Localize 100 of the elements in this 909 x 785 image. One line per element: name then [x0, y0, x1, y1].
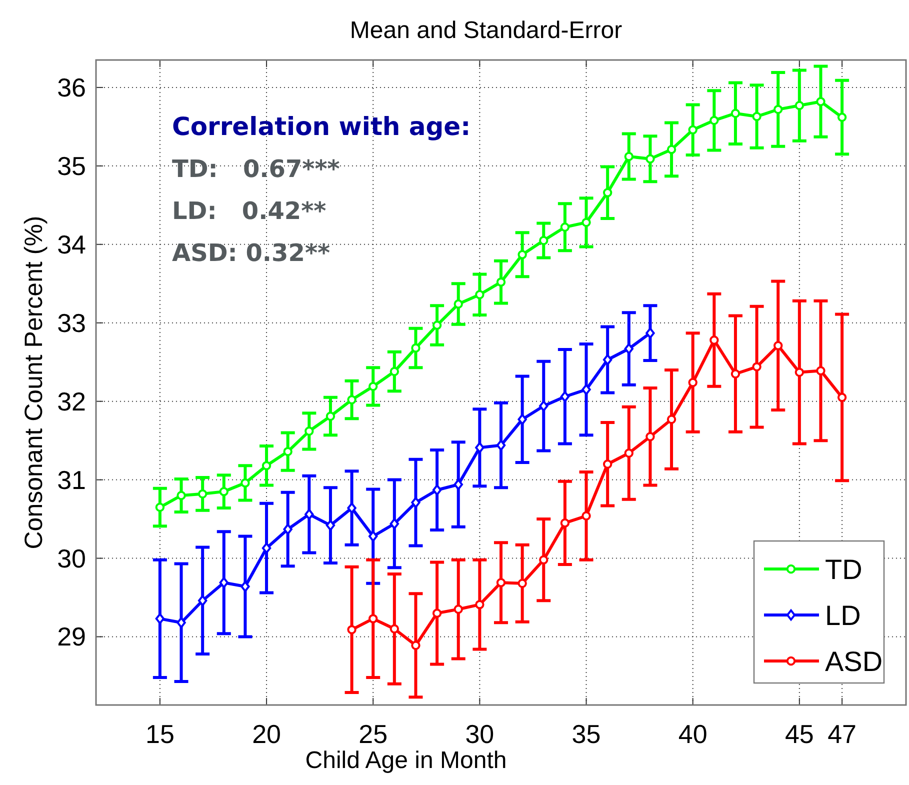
point [390, 518, 400, 530]
point [624, 448, 634, 458]
point [710, 116, 719, 126]
y-tick-label: 34 [57, 229, 86, 260]
point [602, 354, 612, 366]
point [837, 392, 847, 402]
point [155, 613, 165, 624]
x-tick-label: 25 [358, 719, 388, 749]
point [752, 362, 762, 372]
point [219, 576, 228, 588]
point [602, 460, 612, 469]
point [283, 446, 292, 456]
point [432, 484, 442, 496]
x-tick-label: 20 [252, 719, 281, 749]
point [454, 299, 463, 309]
point [411, 496, 420, 508]
point [816, 96, 826, 106]
point [411, 343, 420, 353]
point [390, 624, 400, 634]
point [240, 478, 250, 488]
point [496, 277, 506, 287]
point [518, 414, 527, 425]
x-tick-label: 15 [145, 719, 174, 749]
point [176, 490, 186, 500]
x-tick-label: 40 [678, 719, 708, 749]
point [475, 290, 484, 300]
y-tick-label: 32 [57, 386, 86, 416]
point [262, 461, 272, 470]
annotation: LD: 0.42** [172, 197, 327, 225]
point [176, 617, 186, 628]
point [560, 391, 570, 402]
point [368, 382, 378, 392]
y-axis-title: Consonant Count Percent (%) [20, 216, 48, 550]
point [454, 478, 463, 490]
point [347, 395, 356, 404]
point [539, 555, 548, 564]
annotation: TD: 0.67*** [172, 155, 340, 183]
point [347, 502, 356, 514]
point [475, 442, 484, 454]
y-tick-label: 30 [57, 543, 86, 574]
point [688, 378, 698, 388]
point [368, 614, 378, 624]
point [794, 100, 804, 110]
point [198, 489, 208, 499]
legend-label: ASD [825, 646, 883, 677]
point [646, 432, 655, 442]
point [666, 414, 676, 424]
x-tick-label: 47 [828, 719, 857, 749]
point [666, 144, 676, 154]
point [752, 112, 762, 122]
x-tick-label: 35 [572, 719, 601, 749]
point [496, 440, 506, 451]
point [432, 320, 442, 330]
y-tick-label: 35 [57, 150, 86, 181]
annotation: Correlation with age: [172, 112, 471, 141]
point [816, 366, 826, 376]
annotation: ASD: 0.32** [172, 239, 330, 267]
point [390, 366, 400, 376]
point [475, 600, 484, 610]
point [774, 341, 783, 350]
point [837, 112, 847, 122]
point [794, 368, 804, 377]
point [539, 400, 548, 412]
point [155, 502, 165, 512]
point [646, 327, 655, 339]
point [560, 518, 570, 528]
point [646, 154, 655, 164]
y-tick-label: 29 [57, 622, 86, 652]
point [411, 640, 420, 650]
point [774, 104, 783, 114]
point [198, 595, 208, 606]
point [688, 125, 698, 134]
chart-title: Mean and Standard-Error [350, 17, 622, 44]
point [240, 580, 250, 592]
point [454, 604, 463, 614]
point [602, 188, 612, 198]
point [560, 222, 570, 232]
point [326, 412, 336, 421]
point [582, 511, 591, 520]
legend-label: TD [825, 554, 862, 585]
point [730, 369, 740, 378]
point [582, 218, 591, 228]
point [304, 508, 314, 520]
y-tick-label: 33 [57, 308, 86, 338]
point [539, 236, 548, 246]
point [432, 608, 442, 618]
y-tick-label: 36 [57, 72, 86, 102]
point [730, 108, 740, 118]
y-tick-label: 31 [57, 464, 86, 495]
point [283, 524, 292, 535]
point [582, 384, 591, 396]
point [347, 625, 356, 634]
point [326, 520, 336, 531]
x-tick-label: 30 [465, 719, 494, 749]
point [518, 250, 527, 260]
legend-label: LD [825, 600, 861, 631]
point [262, 542, 272, 554]
x-axis-title: Child Age in Month [305, 747, 507, 774]
point [368, 530, 378, 542]
point [304, 426, 314, 436]
